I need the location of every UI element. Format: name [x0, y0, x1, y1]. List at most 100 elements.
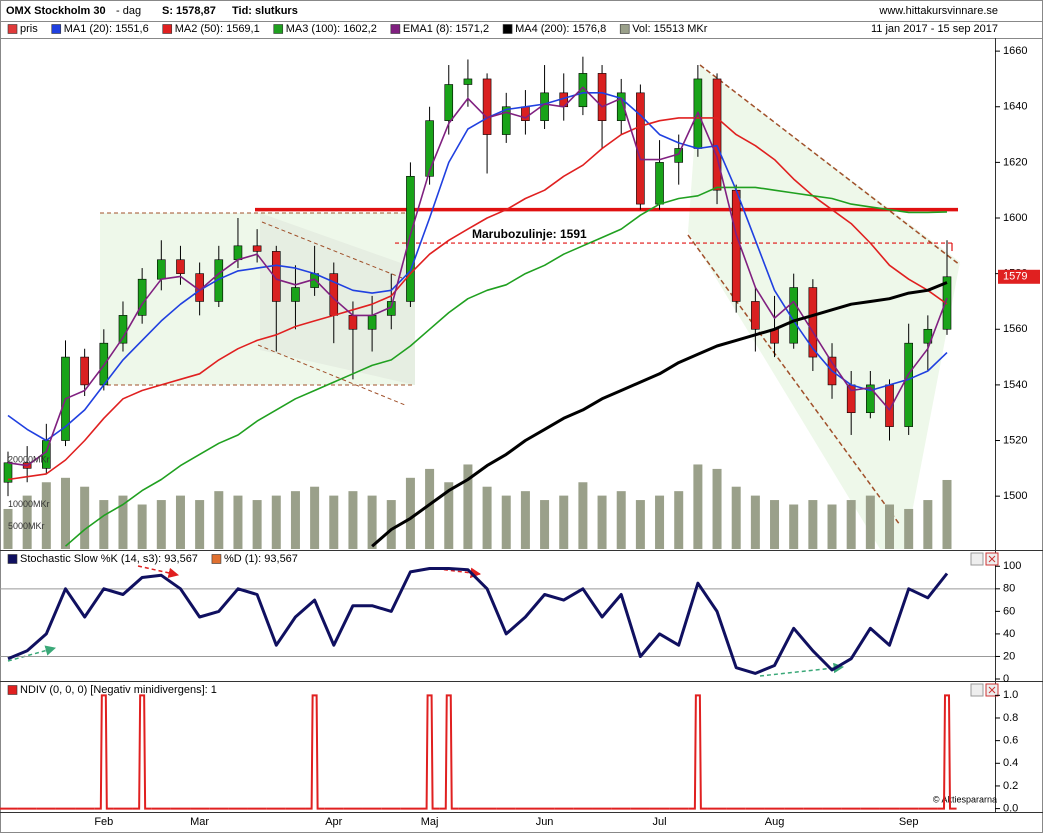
y2-tick-label: 10000MKr	[8, 499, 50, 509]
y-tick-label: 1520	[1003, 434, 1027, 446]
legend-label: pris	[20, 23, 38, 35]
volume-bar	[693, 464, 703, 549]
volume-bar	[425, 468, 435, 549]
candle-body	[482, 78, 492, 135]
volume-bar	[175, 495, 185, 549]
signal	[937, 694, 957, 810]
volume-bar	[789, 504, 799, 549]
signal	[420, 694, 440, 810]
candle-body	[597, 73, 607, 121]
candle-body	[291, 287, 300, 302]
volume-bar	[540, 500, 550, 549]
panel-2	[0, 694, 957, 810]
ma-line	[371, 281, 948, 548]
y2-tick-label: 5000MKr	[8, 521, 45, 531]
settings-button[interactable]	[970, 683, 984, 697]
volume-bar	[195, 500, 205, 549]
y-tick-label: 1500	[1003, 490, 1027, 502]
signal	[439, 694, 459, 810]
annotation: Marubozulinje: 1591	[472, 227, 587, 241]
settings-button[interactable]	[970, 552, 984, 566]
candle-body	[157, 259, 166, 280]
candle-body	[578, 73, 588, 108]
volume-bar	[942, 479, 952, 549]
y-tick-label: 0.6	[1003, 735, 1018, 747]
candle-body	[406, 175, 415, 302]
volume-bar	[3, 508, 13, 549]
period: 11 jan 2017 - 15 sep 2017	[871, 23, 998, 35]
y-tick-label: 0.4	[1003, 757, 1018, 769]
volume-bar	[252, 500, 262, 549]
legend-swatch	[51, 24, 62, 34]
legend-label: %D (1): 93,567	[224, 553, 298, 565]
y-tick-label: 1600	[1003, 212, 1027, 224]
candle-body	[731, 189, 741, 302]
y-tick-label: 1540	[1003, 379, 1027, 391]
volume-bar	[80, 486, 90, 549]
signal	[305, 694, 325, 810]
volume-bar	[271, 495, 281, 549]
legend-label: Vol: 15513 MKr	[632, 23, 708, 35]
volume-bar	[885, 504, 895, 549]
volume-bar	[137, 504, 147, 549]
volume-bar	[99, 500, 109, 549]
y-tick-label: 60	[1003, 605, 1015, 617]
volume-bar	[290, 491, 300, 549]
volume-bar	[156, 500, 166, 549]
x-tick-label: Jul	[653, 816, 667, 828]
volume-bar	[616, 491, 626, 549]
volume-bar	[444, 482, 454, 549]
x-tick-label: Apr	[325, 816, 342, 828]
x-tick-label: Mar	[190, 816, 209, 828]
legend-swatch	[211, 554, 222, 564]
title: OMX Stockholm 30	[6, 5, 106, 17]
legend-label: Stochastic Slow %K (14, s3): 93,567	[20, 553, 198, 565]
channel-line	[687, 234, 901, 526]
candle-body	[712, 78, 722, 191]
legend-swatch	[7, 685, 18, 695]
candle-body	[444, 84, 454, 121]
volume-bar	[329, 495, 339, 549]
candle-body	[176, 259, 185, 274]
panel-0	[3, 56, 958, 549]
volume-bar	[635, 500, 645, 549]
candle-body	[866, 384, 875, 414]
oscillator-line	[7, 567, 949, 675]
candle-body	[904, 342, 913, 427]
legend-label: MA2 (50): 1569,1	[175, 23, 260, 35]
legend-swatch	[273, 24, 284, 34]
legend-swatch	[7, 554, 18, 564]
close-icon	[988, 555, 996, 563]
candle-body	[655, 162, 664, 205]
watermark: © Aktiespararna	[933, 794, 997, 804]
y-tick-label: 1560	[1003, 323, 1027, 335]
panel-1	[0, 567, 995, 675]
y-tick-label: 0.2	[1003, 780, 1018, 792]
candle-body	[3, 462, 13, 483]
legend-label: MA1 (20): 1551,6	[64, 23, 149, 35]
volume-bar	[482, 486, 492, 549]
ma-line	[64, 186, 948, 547]
signal	[132, 694, 152, 810]
y-tick-label: 0.0	[1003, 803, 1018, 815]
panel-icons	[970, 552, 999, 697]
ma-line	[7, 117, 948, 481]
mode: Tid: slutkurs	[232, 5, 298, 17]
channel-line	[257, 344, 406, 406]
volume-bar	[367, 495, 377, 549]
y-tick-label: 80	[1003, 583, 1015, 595]
volume-bar	[405, 477, 415, 549]
candle-body	[751, 301, 760, 330]
candle-body	[616, 92, 626, 121]
volume-bar	[118, 495, 128, 549]
legend-swatch	[7, 24, 18, 34]
volume-bar	[712, 468, 722, 549]
close-icon	[988, 686, 996, 694]
volume-bar	[770, 500, 780, 549]
volume-bar	[808, 500, 818, 549]
volume-bar	[923, 500, 933, 549]
volume-bar	[865, 495, 875, 549]
x-tick-label: Sep	[899, 816, 919, 828]
